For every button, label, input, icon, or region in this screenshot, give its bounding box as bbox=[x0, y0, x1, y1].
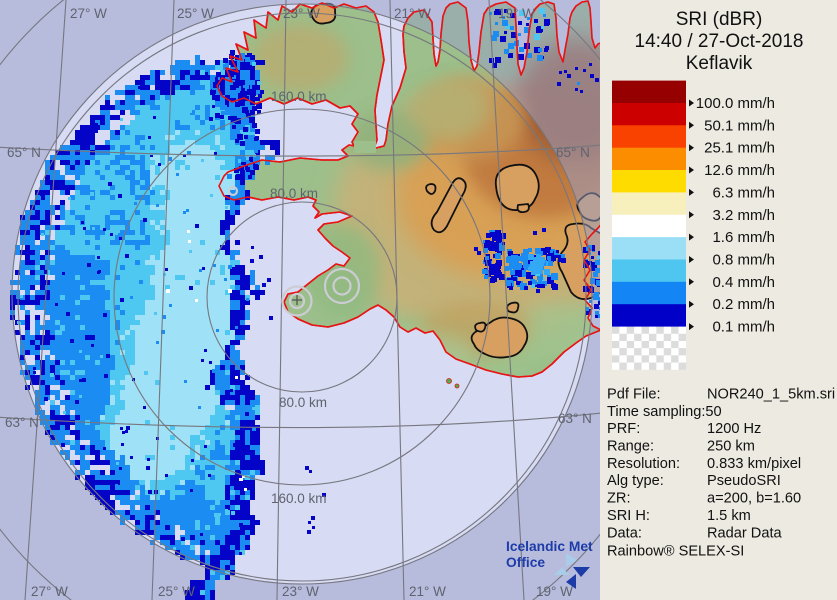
svg-text:PRF:: PRF: bbox=[607, 421, 640, 437]
svg-text:100.0 mm/h: 100.0 mm/h bbox=[696, 95, 775, 112]
svg-text:1.6 mm/h: 1.6 mm/h bbox=[712, 229, 775, 246]
svg-text:SRI H:: SRI H: bbox=[607, 508, 650, 524]
svg-text:63° N: 63° N bbox=[558, 411, 592, 426]
svg-text:12.6 mm/h: 12.6 mm/h bbox=[704, 162, 775, 179]
svg-text:PseudoSRI: PseudoSRI bbox=[707, 473, 781, 489]
svg-text:27° W: 27° W bbox=[70, 6, 107, 21]
svg-text:NOR240_1_5km.sri: NOR240_1_5km.sri bbox=[707, 387, 835, 403]
svg-text:Range:: Range: bbox=[607, 439, 654, 455]
svg-text:0.2 mm/h: 0.2 mm/h bbox=[712, 296, 775, 313]
svg-text:Pdf File:: Pdf File: bbox=[607, 387, 661, 403]
svg-text:ZR:: ZR: bbox=[607, 491, 631, 507]
svg-text:Office: Office bbox=[506, 555, 545, 570]
svg-text:SRI (dBR): SRI (dBR) bbox=[676, 9, 763, 30]
svg-text:19° W: 19° W bbox=[536, 584, 573, 599]
svg-text:Icelandic Met: Icelandic Met bbox=[506, 539, 593, 554]
svg-text:0.1 mm/h: 0.1 mm/h bbox=[712, 319, 775, 336]
svg-text:Resolution:: Resolution: bbox=[607, 456, 680, 472]
svg-text:1200 Hz: 1200 Hz bbox=[707, 421, 761, 437]
svg-text:Data:: Data: bbox=[607, 525, 642, 541]
svg-text:1.5 km: 1.5 km bbox=[707, 508, 751, 524]
svg-text:6.3 mm/h: 6.3 mm/h bbox=[712, 184, 775, 201]
svg-text:23° W: 23° W bbox=[283, 6, 320, 21]
svg-text:0.8 mm/h: 0.8 mm/h bbox=[712, 252, 775, 269]
svg-text:25° W: 25° W bbox=[158, 584, 195, 599]
svg-text:160.0 km: 160.0 km bbox=[271, 89, 327, 104]
svg-text:Keflavik: Keflavik bbox=[686, 53, 753, 74]
svg-text:23° W: 23° W bbox=[282, 584, 319, 599]
svg-text:63° N: 63° N bbox=[5, 415, 39, 430]
svg-text:65° N: 65° N bbox=[7, 145, 41, 160]
svg-text:27° W: 27° W bbox=[31, 584, 68, 599]
svg-text:14:40 / 27-Oct-2018: 14:40 / 27-Oct-2018 bbox=[635, 31, 804, 52]
svg-text:65° N: 65° N bbox=[556, 145, 590, 160]
svg-text:21° W: 21° W bbox=[394, 6, 431, 21]
svg-text:25.1 mm/h: 25.1 mm/h bbox=[704, 140, 775, 157]
svg-text:Time sampling:50: Time sampling:50 bbox=[607, 404, 722, 420]
svg-text:Alg type:: Alg type: bbox=[607, 473, 664, 489]
svg-text:19° W: 19° W bbox=[498, 6, 535, 21]
svg-text:a=200, b=1.60: a=200, b=1.60 bbox=[707, 491, 801, 507]
svg-text:Radar Data: Radar Data bbox=[707, 525, 783, 541]
svg-text:21° W: 21° W bbox=[409, 584, 446, 599]
svg-text:80.0 km: 80.0 km bbox=[279, 395, 327, 410]
svg-text:160.0 km: 160.0 km bbox=[271, 491, 327, 506]
svg-text:3.2 mm/h: 3.2 mm/h bbox=[712, 207, 775, 224]
svg-text:80.0 km: 80.0 km bbox=[270, 186, 318, 201]
svg-text:50.1 mm/h: 50.1 mm/h bbox=[704, 117, 775, 134]
svg-text:Rainbow® SELEX-SI: Rainbow® SELEX-SI bbox=[607, 544, 744, 560]
svg-text:0.4 mm/h: 0.4 mm/h bbox=[712, 274, 775, 291]
svg-text:0.833 km/pixel: 0.833 km/pixel bbox=[707, 456, 801, 472]
svg-text:250 km: 250 km bbox=[707, 439, 755, 455]
svg-text:25° W: 25° W bbox=[177, 6, 214, 21]
